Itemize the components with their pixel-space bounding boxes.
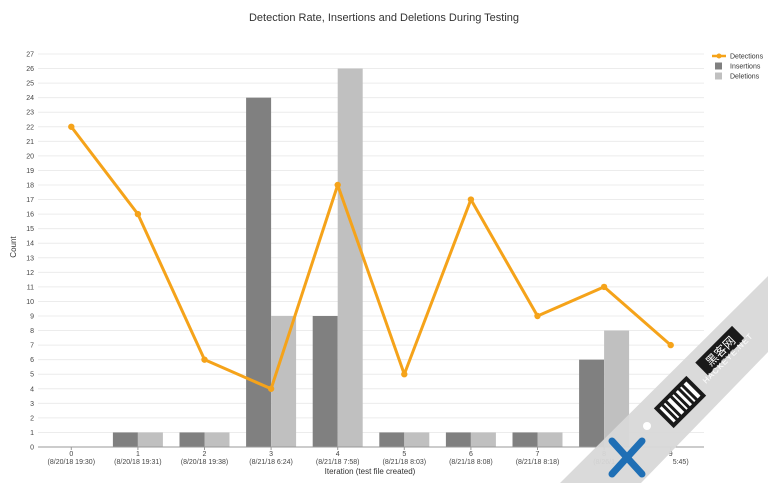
y-tick-label: 0 [30, 445, 34, 452]
y-tick-label: 22 [26, 124, 34, 131]
y-tick-label: 12 [26, 270, 34, 277]
y-tick-label: 18 [26, 183, 34, 190]
y-tick-label: 14 [26, 241, 34, 248]
legend[interactable]: Detections Insertions Deletions [712, 53, 764, 81]
insertions-bar[interactable] [179, 432, 205, 447]
x-tick-label: 7 [536, 451, 540, 458]
y-tick-label: 1 [30, 430, 34, 437]
y-tick-label: 10 [26, 299, 34, 306]
legend-item-insertions[interactable]: Insertions [730, 64, 761, 71]
y-axis-label: Count [9, 236, 18, 258]
detections-point[interactable] [467, 196, 475, 203]
x-tick-date: (8/20/18 19:31) [114, 459, 161, 466]
y-axis-ticks: 0123456789101112131415161718192021222324… [26, 52, 34, 452]
detections-point[interactable] [401, 371, 408, 378]
y-tick-label: 2 [30, 415, 34, 422]
y-tick-label: 23 [26, 110, 34, 117]
insertions-bar[interactable] [112, 432, 138, 447]
x-tick-date: (8/21/18 7:58) [316, 459, 360, 466]
legend-bar-swatch [715, 72, 722, 80]
x-tick-date: (8/21/18 6:24) [249, 459, 293, 466]
x-tick-label: 1 [136, 451, 140, 458]
detections-point[interactable] [134, 210, 142, 218]
deletions-bar[interactable] [337, 68, 363, 448]
y-tick-label: 13 [26, 255, 34, 262]
detections-line-path[interactable] [70, 125, 672, 391]
x-tick-date: (8/20/18 19:38) [181, 459, 228, 466]
y-tick-label: 4 [30, 386, 34, 393]
y-tick-label: 25 [26, 81, 34, 88]
legend-bar-swatch [715, 62, 722, 70]
y-tick-label: 7 [30, 343, 34, 350]
y-tick-label: 24 [26, 95, 34, 102]
y-tick-label: 17 [26, 197, 34, 204]
watermark-band [560, 276, 768, 483]
deletions-bar[interactable] [204, 432, 230, 447]
x-axis-label: Iteration (test file created) [325, 467, 416, 476]
y-tick-label: 5 [30, 372, 34, 379]
x-tick-label: 0 [69, 451, 73, 458]
legend-item-detections[interactable]: Detections [730, 54, 764, 61]
insertions-bar[interactable] [512, 432, 538, 447]
grid [38, 53, 704, 433]
x-tick-label: 3 [269, 451, 273, 458]
x-tick-label: 6 [469, 451, 473, 458]
y-tick-label: 20 [26, 153, 34, 160]
detections-line [68, 123, 674, 392]
insertions-bar[interactable] [312, 316, 338, 447]
detections-point[interactable] [334, 181, 341, 189]
watermark-x-icon [608, 422, 651, 478]
detections-point[interactable] [600, 283, 608, 291]
chart-title: Detection Rate, Insertions and Deletions… [249, 12, 519, 24]
legend-item-deletions[interactable]: Deletions [730, 74, 760, 81]
y-tick-label: 15 [26, 226, 34, 233]
deletions-bar[interactable] [470, 432, 496, 447]
x-tick-label: 4 [336, 451, 340, 458]
insertions-bar[interactable] [579, 359, 605, 447]
y-tick-label: 27 [26, 52, 34, 59]
watermark-barcode-icon [653, 375, 707, 429]
deletions-bar[interactable] [271, 316, 297, 447]
x-tick-label: 2 [203, 451, 207, 458]
bars [112, 68, 630, 448]
x-tick-date: (8/21/18 8:03) [383, 459, 427, 466]
y-tick-label: 19 [26, 168, 34, 175]
x-axis-ticks: 0(8/20/18 19:30) 1(8/20/18 19:31) 2(8/20/1… [48, 447, 689, 466]
detections-point[interactable] [667, 341, 674, 349]
insertions-bar[interactable] [445, 432, 471, 447]
insertions-bar[interactable] [379, 432, 405, 447]
detections-point[interactable] [68, 123, 75, 130]
y-tick-label: 16 [26, 212, 34, 219]
y-tick-label: 3 [30, 401, 34, 408]
y-tick-label: 9 [30, 314, 34, 321]
legend-point-swatch [716, 53, 722, 59]
deletions-bar[interactable] [404, 432, 430, 447]
detections-point[interactable] [534, 312, 541, 320]
watermark-logo: 黑客网 HACKEYE.NET [560, 276, 768, 483]
detections-point[interactable] [201, 356, 208, 363]
insertions-bar[interactable] [246, 97, 272, 448]
x-tick-label: 9 [669, 451, 673, 458]
deletions-bar[interactable] [537, 432, 563, 447]
y-tick-label: 21 [26, 139, 34, 146]
x-tick-label: 5 [402, 451, 406, 458]
x-tick-date: 5:45) [673, 459, 689, 466]
y-tick-label: 26 [26, 66, 34, 73]
x-tick-date: (8/20/18 19:30) [48, 459, 95, 466]
deletions-bar[interactable] [137, 432, 163, 447]
detections-point[interactable] [267, 385, 275, 392]
x-tick-date: (8/21/18 8:18) [516, 459, 560, 466]
x-tick-date: (8/21/18 8:08) [449, 459, 493, 466]
y-tick-label: 8 [30, 328, 34, 335]
y-tick-label: 6 [30, 357, 34, 364]
y-tick-label: 11 [27, 284, 34, 291]
